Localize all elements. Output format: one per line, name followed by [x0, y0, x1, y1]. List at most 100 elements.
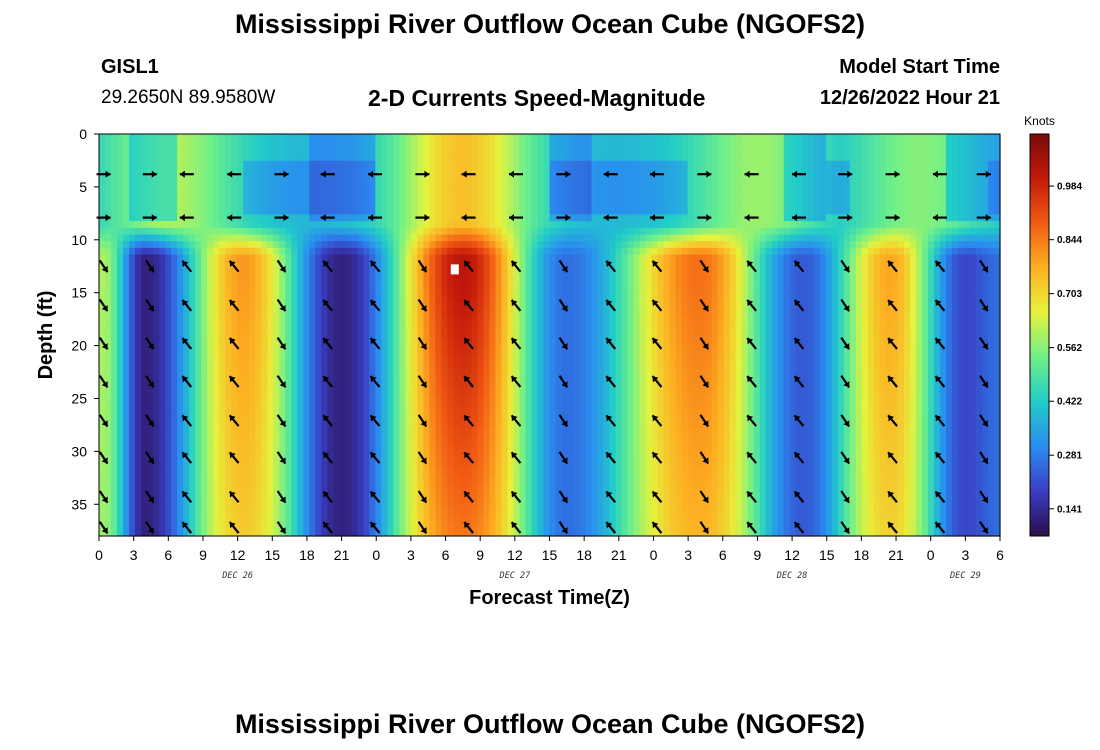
- heatmap-cell: [747, 134, 755, 142]
- heatmap-cell: [663, 234, 671, 242]
- heatmap-cell: [255, 194, 262, 202]
- heatmap-cell: [489, 314, 497, 323]
- heatmap-cell: [597, 341, 605, 349]
- heatmap-cell: [147, 194, 154, 202]
- heatmap-cell: [453, 227, 460, 236]
- heatmap-cell: [951, 221, 959, 229]
- heatmap-cell: [417, 268, 424, 276]
- heatmap-cell: [903, 214, 911, 222]
- heatmap-cell: [147, 227, 154, 236]
- heatmap-cell: [387, 288, 394, 296]
- heatmap-cell: [285, 314, 292, 323]
- heatmap-cell: [963, 348, 971, 356]
- heatmap-cell: [291, 254, 298, 262]
- heatmap-cell: [873, 321, 881, 329]
- heatmap-cell: [897, 154, 905, 162]
- heatmap-cell: [663, 328, 671, 336]
- heatmap-cell: [747, 154, 755, 162]
- heatmap-cell: [717, 308, 725, 316]
- heatmap-cell: [465, 234, 473, 242]
- heatmap-cell: [651, 160, 659, 169]
- heatmap-cell: [435, 194, 442, 202]
- heatmap-cell: [579, 301, 587, 309]
- heatmap-cell: [531, 207, 539, 215]
- heatmap-cell: [123, 201, 130, 209]
- heatmap-cell: [213, 214, 220, 222]
- heatmap-cell: [447, 335, 454, 343]
- heatmap-cell: [669, 281, 677, 289]
- heatmap-cell: [195, 187, 202, 195]
- heatmap-cell: [123, 180, 130, 189]
- heatmap-cell: [381, 288, 388, 296]
- heatmap-cell: [957, 201, 965, 209]
- heatmap-cell: [471, 187, 479, 195]
- heatmap-cell: [165, 187, 172, 195]
- heatmap-cell: [945, 221, 953, 229]
- heatmap-cell: [135, 194, 142, 202]
- heatmap-cell: [807, 261, 815, 269]
- heatmap-cell: [699, 328, 707, 336]
- heatmap-cell: [705, 261, 713, 269]
- heatmap-cell: [243, 301, 250, 309]
- heatmap-cell: [711, 227, 719, 236]
- heatmap-cell: [183, 268, 190, 276]
- heatmap-cell: [675, 261, 683, 269]
- heatmap-cell: [363, 247, 370, 256]
- heatmap-cell: [387, 167, 394, 175]
- heatmap-cell: [819, 294, 827, 303]
- heatmap-cell: [969, 321, 977, 329]
- heatmap-cell: [669, 227, 677, 236]
- heatmap-cell: [189, 348, 196, 356]
- heatmap-cell: [663, 335, 671, 343]
- heatmap-cell: [945, 321, 953, 329]
- heatmap-cell: [351, 314, 358, 323]
- heatmap-cell: [465, 221, 473, 229]
- heatmap-cell: [111, 167, 118, 175]
- heatmap-cell: [639, 187, 647, 195]
- heatmap-cell: [165, 288, 172, 296]
- heatmap-cell: [441, 301, 448, 309]
- heatmap-cell: [123, 160, 130, 169]
- heatmap-cell: [141, 247, 148, 256]
- heatmap-cell: [123, 261, 130, 269]
- heatmap-cell: [969, 140, 977, 148]
- heatmap-cell: [945, 308, 953, 316]
- heatmap-cell: [117, 341, 124, 349]
- heatmap-cell: [231, 187, 238, 195]
- heatmap-cell: [807, 348, 815, 356]
- heatmap-cell: [399, 187, 406, 195]
- heatmap-cell: [765, 294, 773, 303]
- heatmap-cell: [651, 254, 659, 262]
- heatmap-cell: [399, 247, 406, 256]
- heatmap-cell: [537, 274, 545, 282]
- heatmap-cell: [327, 221, 334, 229]
- heatmap-cell: [201, 247, 208, 256]
- heatmap-cell: [639, 294, 647, 303]
- heatmap-cell: [555, 167, 563, 175]
- heatmap-cell: [573, 348, 581, 356]
- heatmap-cell: [249, 201, 256, 209]
- heatmap-cell: [585, 221, 593, 229]
- heatmap-cell: [339, 247, 346, 256]
- heatmap-cell: [945, 140, 953, 148]
- heatmap-cell: [639, 234, 647, 242]
- heatmap-cell: [789, 147, 797, 155]
- heatmap-cell: [951, 147, 959, 155]
- heatmap-cell: [345, 281, 352, 289]
- heatmap-cell: [831, 301, 839, 309]
- heatmap-cell: [195, 180, 202, 189]
- heatmap-cell: [633, 194, 641, 202]
- heatmap-cell: [993, 187, 1001, 195]
- heatmap-cell: [435, 294, 442, 303]
- heatmap-cell: [951, 174, 959, 182]
- heatmap-cell: [771, 274, 779, 282]
- heatmap-cell: [861, 314, 869, 323]
- heatmap-cell: [345, 301, 352, 309]
- heatmap-cell: [471, 234, 479, 242]
- heatmap-cell: [207, 254, 214, 262]
- heatmap-cell: [417, 180, 424, 189]
- heatmap-cell: [723, 314, 731, 323]
- heatmap-cell: [753, 241, 761, 249]
- heatmap-cell: [153, 160, 160, 169]
- heatmap-cell: [495, 314, 503, 323]
